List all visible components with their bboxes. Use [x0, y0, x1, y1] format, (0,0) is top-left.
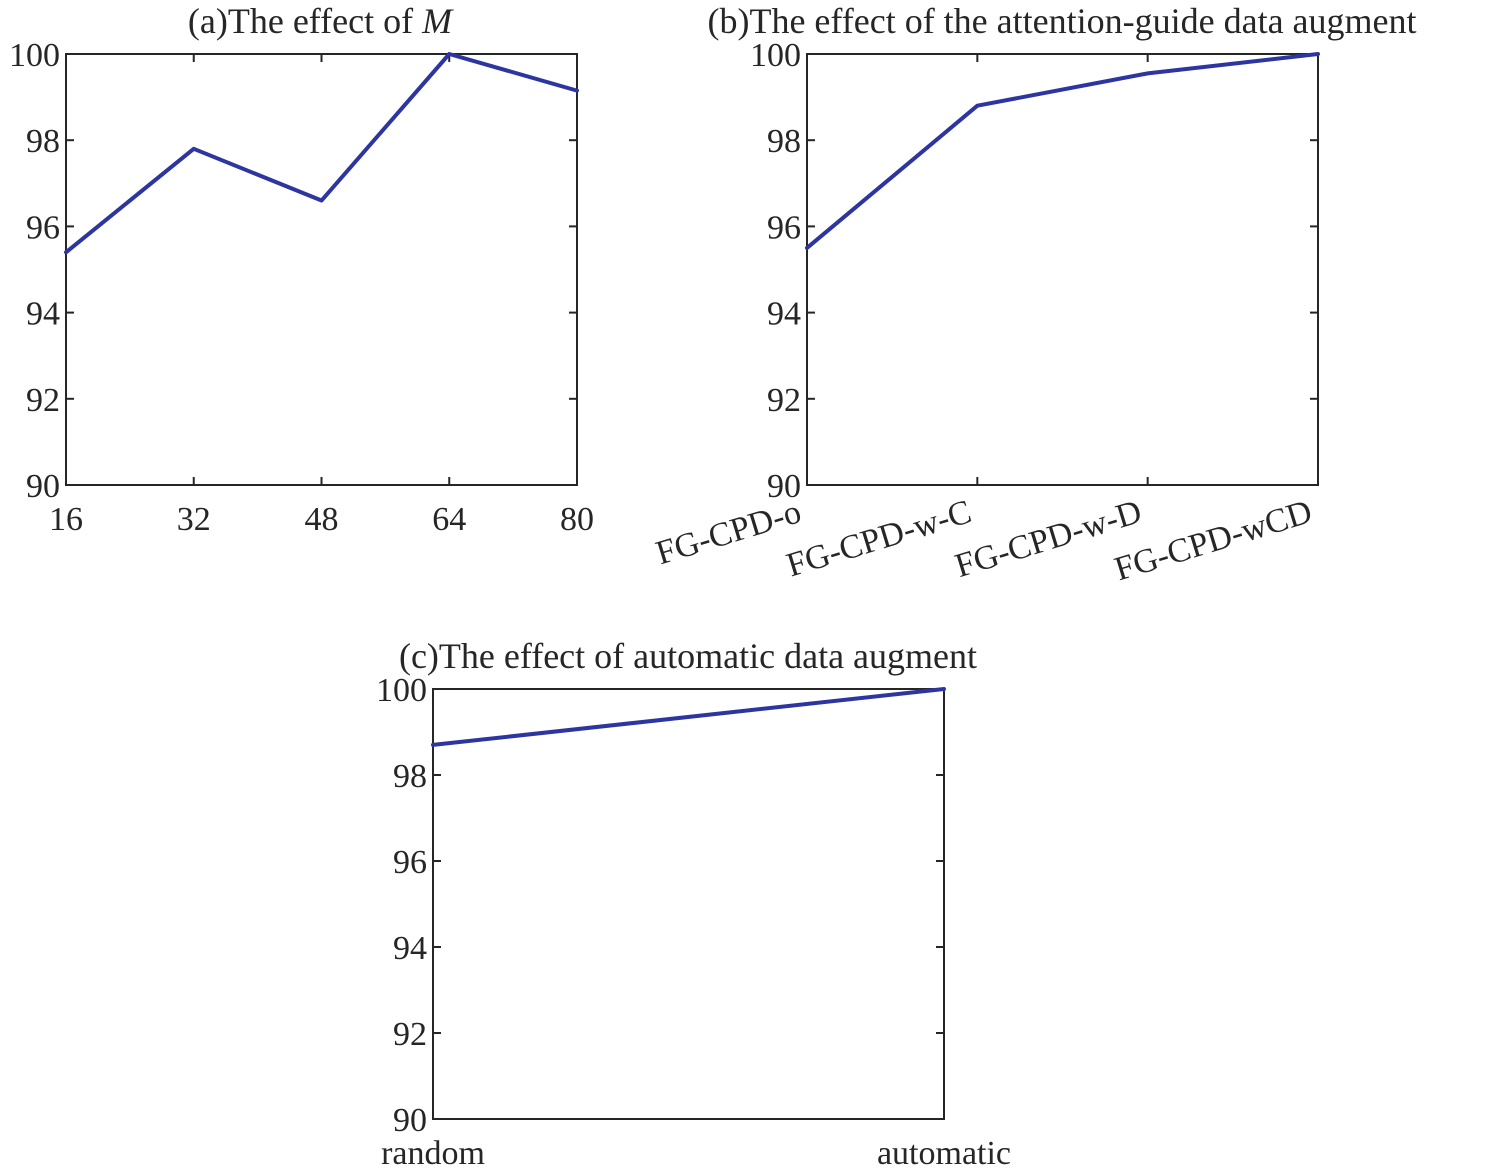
y-tick-label: 96 [26, 209, 60, 246]
y-tick-label: 100 [750, 37, 801, 74]
axes-box [432, 688, 945, 1120]
y-tick-label: 98 [393, 758, 427, 795]
chart-title-variable: M [421, 1, 454, 41]
y-tick-label: 90 [767, 468, 801, 505]
y-tick-label: 94 [767, 296, 801, 333]
chart-title-text: (c)The effect of automatic data augment [399, 636, 977, 676]
y-tick-label: 94 [393, 930, 427, 967]
y-tick-label: 96 [767, 209, 801, 246]
x-tick-label: 64 [432, 501, 466, 538]
chart-panel-a: (a)The effect of M 90 92 94 96 98 100 16 32 48 64 8… [9, 1, 594, 538]
y-tick-label: 92 [767, 382, 801, 419]
series-line [431, 687, 946, 747]
y-tick-label: 92 [393, 1016, 427, 1053]
axes-box [65, 53, 578, 486]
x-tick-label: 80 [560, 501, 594, 538]
chart-title: (c)The effect of automatic data augment [399, 636, 977, 676]
series-line [805, 52, 1320, 250]
chart-title-text: (a)The effect of [188, 1, 422, 41]
chart-title-text: (b)The effect of the attention-guide dat… [707, 1, 1416, 41]
x-tick-label: automatic [877, 1135, 1011, 1172]
x-tick-label: FG-CPD-wCD [1110, 493, 1316, 588]
y-tick-label: 98 [767, 123, 801, 160]
y-tick-label: 90 [26, 468, 60, 505]
series-line [64, 52, 579, 255]
y-tick-label: 94 [26, 296, 60, 333]
y-tick-label: 92 [26, 382, 60, 419]
chart-title: (a)The effect of M [188, 1, 454, 41]
x-tick-label: 48 [305, 501, 339, 538]
y-tick-label: 100 [376, 672, 427, 709]
chart-panel-c: (c)The effect of automatic data augment 9… [376, 636, 1011, 1172]
y-tick-label: 100 [9, 37, 60, 74]
x-tick-label: FG-CPD-w-C [782, 493, 975, 584]
y-tick-label: 98 [26, 123, 60, 160]
x-tick-label: 32 [177, 501, 211, 538]
axes-box [806, 53, 1319, 486]
y-tick-label: 96 [393, 844, 427, 881]
x-tick-label: random [381, 1135, 485, 1172]
x-tick-label: FG-CPD-o [652, 493, 806, 572]
y-tick-label: 90 [393, 1102, 427, 1139]
chart-panel-b: (b)The effect of the attention-guide dat… [652, 1, 1417, 588]
x-tick-label: 16 [49, 501, 83, 538]
chart-title: (b)The effect of the attention-guide dat… [707, 1, 1416, 41]
